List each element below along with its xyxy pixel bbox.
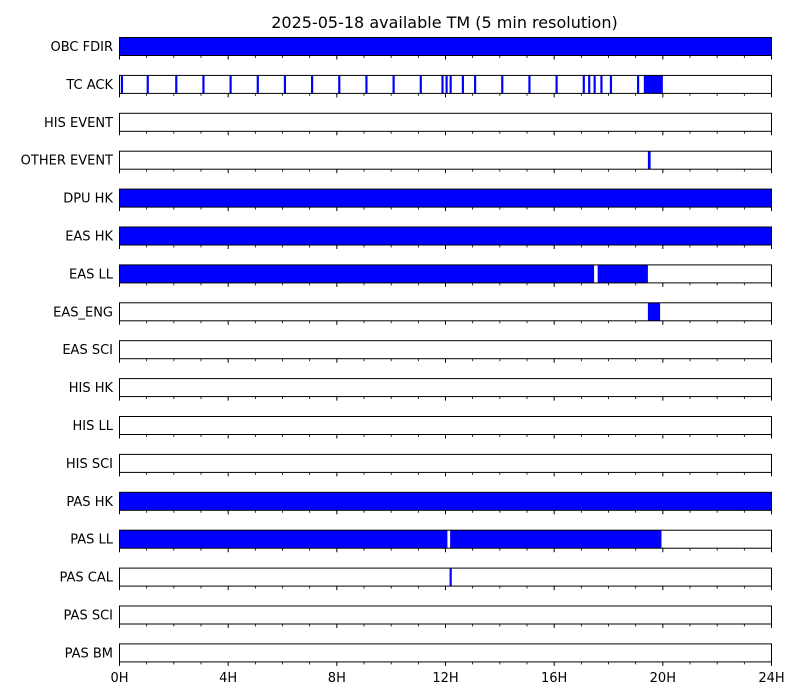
row-label: PAS LL	[70, 533, 114, 548]
rows-layer: OBC FDIR TC ACK HIS EVENT OTHER EVENT DPU HK…	[21, 37, 772, 666]
row-3: OTHER EVENT	[21, 150, 772, 174]
availability-bar	[120, 75, 124, 94]
row-label: TC ACK	[65, 78, 113, 93]
row-label: PAS BM	[65, 646, 113, 661]
availability-bar	[501, 75, 504, 94]
row-label: OTHER EVENT	[21, 154, 113, 169]
row-16: PAS BM	[65, 643, 772, 666]
row-12: PAS HK	[66, 491, 772, 515]
availability-bar	[461, 75, 464, 94]
row-13: PAS LL	[70, 529, 772, 553]
availability-bar	[119, 227, 772, 245]
row-label: HIS SCI	[66, 457, 113, 472]
x-tick-label: 16H	[541, 671, 567, 686]
availability-bar	[283, 75, 287, 94]
availability-bar	[528, 75, 531, 94]
availability-bar	[119, 264, 595, 283]
row-label: EAS SCI	[62, 343, 113, 358]
x-tick-label: 12H	[432, 671, 458, 686]
availability-bar	[582, 75, 585, 94]
availability-bar	[450, 530, 662, 549]
availability-bar	[597, 264, 648, 283]
row-label: PAS CAL	[60, 571, 114, 586]
availability-bar	[202, 75, 205, 94]
row-label: HIS LL	[73, 419, 114, 434]
row-2: HIS EVENT	[44, 112, 772, 136]
availability-bar	[419, 75, 422, 94]
availability-bar	[593, 75, 596, 94]
availability-bar	[365, 75, 368, 94]
availability-bar	[441, 75, 444, 94]
x-tick-label: 4H	[219, 671, 237, 686]
row-label: EAS LL	[69, 267, 114, 282]
row-label: HIS HK	[69, 381, 114, 396]
availability-bar	[609, 75, 613, 94]
x-tick-label: 0H	[110, 671, 128, 686]
availability-bar	[119, 189, 772, 208]
availability-bar	[637, 75, 640, 94]
row-label: PAS SCI	[64, 609, 113, 624]
availability-bar	[146, 75, 149, 94]
row-label: OBC FDIR	[51, 40, 114, 55]
x-tick-label: 20H	[650, 671, 676, 686]
row-label: HIS EVENT	[44, 116, 113, 131]
row-1: TC ACK	[65, 74, 772, 98]
availability-bar	[119, 530, 448, 549]
row-frame	[119, 150, 772, 170]
availability-bar	[449, 568, 452, 587]
row-label: EAS_ENG	[53, 305, 113, 320]
row-frame	[119, 112, 772, 132]
row-frame	[119, 416, 772, 435]
availability-bar	[600, 75, 603, 94]
row-11: HIS SCI	[66, 453, 772, 477]
availability-bar	[555, 75, 558, 94]
row-frame	[119, 302, 772, 322]
x-tick-label: 8H	[328, 671, 346, 686]
row-10: HIS LL	[73, 416, 772, 439]
row-0: OBC FDIR	[51, 37, 772, 60]
chart-title: 2025-05-18 available TM (5 min resolutio…	[271, 13, 617, 32]
row-label: DPU HK	[63, 192, 113, 207]
availability-bar	[338, 75, 341, 94]
row-label: PAS HK	[66, 495, 113, 510]
row-6: EAS LL	[69, 264, 772, 287]
row-14: PAS CAL	[60, 567, 772, 591]
availability-bar	[311, 75, 314, 94]
availability-bar	[229, 75, 232, 94]
row-frame	[119, 340, 772, 360]
availability-bar	[392, 75, 395, 94]
availability-bar	[175, 75, 178, 94]
row-frame	[119, 378, 772, 398]
row-frame	[119, 453, 772, 473]
x-axis: 0H 4H 8H 12H 16H 20H 24H	[110, 671, 784, 686]
availability-bar	[449, 75, 452, 94]
availability-bar	[647, 302, 661, 321]
availability-bar	[474, 75, 477, 94]
row-9: HIS HK	[69, 378, 772, 401]
row-7: EAS_ENG	[53, 302, 772, 325]
availability-bar	[445, 75, 448, 94]
row-8: EAS SCI	[62, 340, 772, 363]
availability-bar	[643, 75, 663, 94]
row-5: EAS HK	[65, 226, 772, 249]
availability-bar	[588, 75, 591, 94]
row-frame	[119, 643, 772, 663]
row-label: EAS HK	[65, 230, 113, 245]
availability-bar	[647, 151, 651, 170]
row-4: DPU HK	[63, 188, 772, 212]
availability-bar	[119, 492, 772, 511]
row-frame	[119, 605, 772, 625]
row-15: PAS SCI	[64, 605, 772, 628]
availability-bar	[256, 75, 259, 94]
x-tick-label: 24H	[758, 671, 784, 686]
availability-bar	[119, 37, 772, 56]
row-frame	[119, 567, 772, 587]
